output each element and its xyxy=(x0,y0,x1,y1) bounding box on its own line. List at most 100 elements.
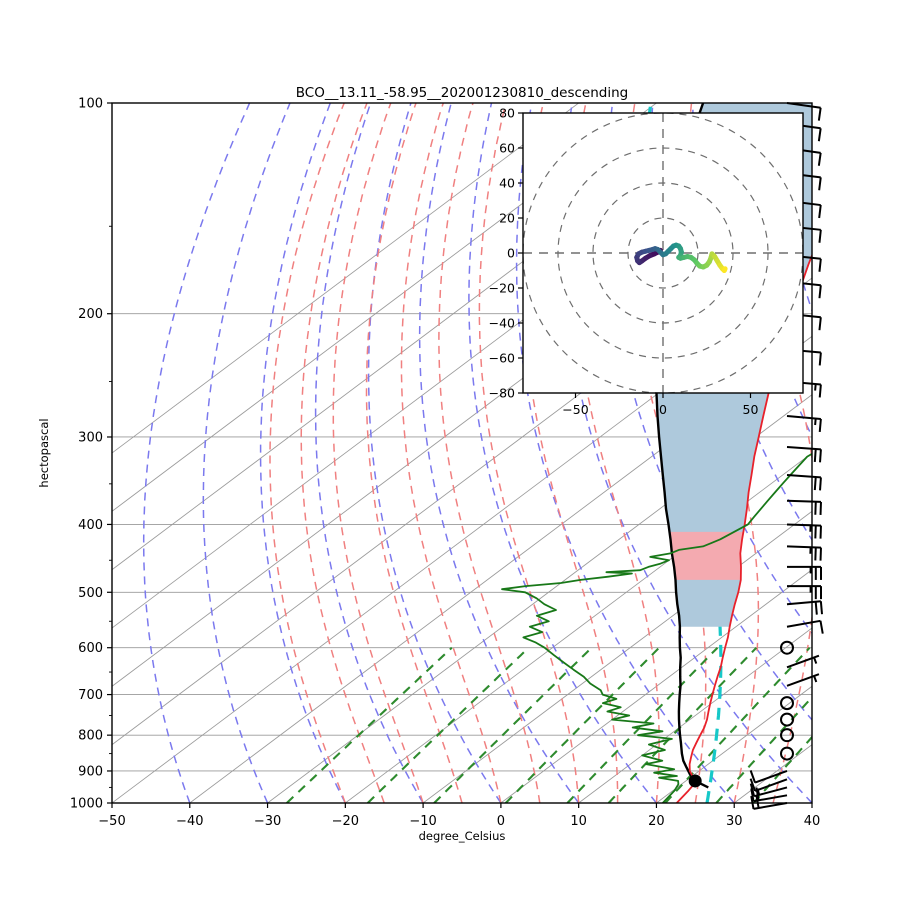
dry-adiabat-line xyxy=(515,103,735,803)
barb-full xyxy=(818,229,822,243)
hodograph-x-tick-label: 0 xyxy=(659,402,667,417)
x-tick-label: 40 xyxy=(804,814,821,829)
barb-full xyxy=(818,418,822,433)
x-tick-label: −50 xyxy=(98,814,125,829)
dry-adiabat-line xyxy=(468,103,657,803)
barb-full xyxy=(755,795,760,809)
hodograph-y-tick-label: 20 xyxy=(499,211,515,226)
barb-full xyxy=(749,778,756,792)
barb-shaft xyxy=(754,770,788,784)
barb-full xyxy=(817,152,822,166)
barb-full xyxy=(817,107,822,121)
barb-full xyxy=(818,352,822,366)
y-tick-label: 1000 xyxy=(70,797,103,812)
barb-full xyxy=(819,449,822,463)
wind-barb xyxy=(786,600,823,615)
y-tick-label: 900 xyxy=(78,764,103,779)
y-tick-label: 800 xyxy=(78,729,103,744)
barb-half xyxy=(813,657,818,664)
y-tick-label: 100 xyxy=(78,97,103,112)
x-tick-label: −10 xyxy=(409,814,436,829)
barb-full xyxy=(818,285,822,299)
cin-shaded-region xyxy=(669,531,744,580)
barb-full xyxy=(819,601,823,615)
mixing-ratio-line xyxy=(366,646,530,803)
wind-barb xyxy=(786,474,822,491)
wind-barb xyxy=(786,445,822,463)
wind-barb xyxy=(787,585,822,600)
wind-barb xyxy=(786,415,822,433)
calm-wind-circle xyxy=(780,696,794,711)
hodograph-y-tick-label: −40 xyxy=(489,316,515,331)
surface-parcel-marker xyxy=(688,774,702,788)
barb-shaft xyxy=(786,545,822,549)
barb-full xyxy=(818,204,822,219)
page-title: BCO__13.11_-58.95__202001230810_descendi… xyxy=(296,85,628,101)
mixing-ratio-line xyxy=(433,646,593,803)
barb-shaft xyxy=(786,619,821,628)
barb-shaft xyxy=(786,673,820,687)
calm-wind-circle xyxy=(780,746,794,761)
plot-frame xyxy=(111,102,813,804)
moist-adiabat-line xyxy=(478,103,580,803)
hodograph-y-tick-label: −60 xyxy=(489,351,515,366)
dry-adiabat-line xyxy=(314,103,424,803)
hodograph-y-tick-label: −80 xyxy=(489,386,515,401)
barb-full xyxy=(749,783,756,797)
barb-shaft xyxy=(786,415,821,420)
dry-adiabat-line xyxy=(142,103,251,803)
x-tick-label: 0 xyxy=(497,814,505,829)
wind-barb xyxy=(786,654,820,669)
hodograph-x-tick-label: −50 xyxy=(562,402,588,417)
x-tick-label: −30 xyxy=(254,814,281,829)
wind-barb xyxy=(780,712,794,727)
isotherm-line xyxy=(112,277,812,803)
dry-adiabat-line xyxy=(691,103,812,542)
wind-barb xyxy=(786,523,822,539)
x-axis-label: degree_Celsius xyxy=(419,829,506,843)
barb-full xyxy=(818,384,822,398)
hodograph-y-tick-label: −20 xyxy=(489,281,515,296)
calm-wind-circle xyxy=(780,712,794,727)
isotherm-line xyxy=(112,103,657,512)
calm-wind-circle xyxy=(780,640,794,655)
hodograph-y-tick-label: 60 xyxy=(499,141,515,156)
calm-wind-circle xyxy=(780,728,794,743)
mixing-ratio-line xyxy=(286,646,453,803)
wind-barb xyxy=(786,673,820,687)
hodograph-y-tick-label: 40 xyxy=(499,176,515,191)
isotherm-line xyxy=(578,627,812,803)
barb-full xyxy=(818,177,822,191)
barb-shaft xyxy=(786,102,821,109)
wind-barb xyxy=(786,545,822,561)
barb-full xyxy=(819,620,824,634)
barb-shaft xyxy=(786,654,820,669)
mixing-ratio-line xyxy=(664,646,811,803)
barb-half xyxy=(814,418,817,426)
isotherm-line xyxy=(422,510,812,803)
x-tick-label: 10 xyxy=(570,814,587,829)
wind-barb xyxy=(786,499,822,515)
barb-full xyxy=(813,448,817,463)
barb-half xyxy=(813,675,818,683)
x-tick-label: 30 xyxy=(726,814,743,829)
dry-adiabat-line xyxy=(418,103,580,803)
barb-full xyxy=(818,317,822,331)
y-tick-label: 500 xyxy=(78,586,103,601)
barb-full xyxy=(817,128,822,142)
wind-barb xyxy=(786,619,824,634)
y-tick-label: 200 xyxy=(78,307,103,322)
barb-full xyxy=(814,601,818,615)
dry-adiabat-line xyxy=(367,103,502,803)
x-tick-label: 20 xyxy=(648,814,665,829)
barb-shaft xyxy=(753,802,788,810)
barb-full xyxy=(813,476,817,491)
wind-barb xyxy=(780,696,794,711)
wind-barb xyxy=(787,565,822,580)
y-axis-label: hectopascal xyxy=(37,418,51,487)
hodograph-trace-segment xyxy=(721,266,728,273)
hodograph-y-tick-label: 80 xyxy=(499,106,515,121)
wind-barb xyxy=(780,728,794,743)
